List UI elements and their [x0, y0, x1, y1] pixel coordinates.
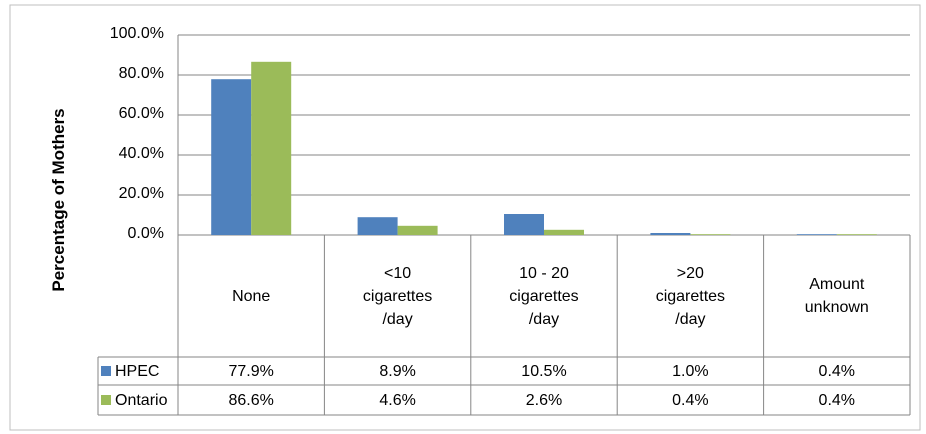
category-label: 10 - 20 cigarettes /day — [509, 264, 579, 328]
data-table-value: 8.9% — [379, 362, 416, 380]
category-label: None — [232, 287, 271, 305]
bar — [357, 217, 398, 235]
y-tick-label: 20.0% — [118, 185, 164, 202]
bar — [690, 234, 731, 235]
data-table-value: 10.5% — [521, 362, 567, 380]
category-label: >20 cigarettes /day — [655, 264, 726, 328]
data-table-value: 1.0% — [672, 362, 709, 380]
legend-entry: HPEC — [98, 357, 181, 385]
y-tick-label: 0.0% — [127, 225, 164, 242]
category-label: Amount unknown — [804, 276, 869, 316]
bar — [796, 234, 837, 235]
data-table-value: 2.6% — [525, 391, 563, 409]
data-table-value: 0.4% — [818, 391, 856, 409]
bar — [650, 233, 691, 235]
bar — [504, 214, 544, 235]
legend-entry: Ontario — [98, 385, 181, 415]
bar — [397, 225, 438, 235]
legend-key — [101, 366, 111, 376]
bar — [211, 79, 252, 235]
data-table-value: 86.6% — [228, 391, 274, 409]
bar — [836, 234, 877, 235]
data-table-value: 0.4% — [818, 362, 856, 380]
bar — [544, 229, 584, 235]
y-tick-label: 40.0% — [118, 145, 164, 162]
y-axis-title: Percentage of Mothers — [49, 108, 68, 291]
legend-key — [101, 395, 111, 405]
y-tick-label: 80.0% — [118, 65, 164, 82]
y-tick-label: 100.0% — [109, 25, 164, 42]
y-tick-label: 60.0% — [118, 105, 164, 122]
data-table-value: 77.9% — [228, 362, 274, 380]
data-table-value: 4.6% — [379, 391, 416, 409]
data-table-value: 0.4% — [672, 391, 709, 409]
legend-label: Ontario — [115, 391, 168, 409]
category-label: <10 cigarettes /day — [362, 264, 433, 328]
legend-label: HPEC — [115, 362, 160, 380]
bar — [251, 61, 292, 235]
chart-border — [9, 4, 921, 431]
